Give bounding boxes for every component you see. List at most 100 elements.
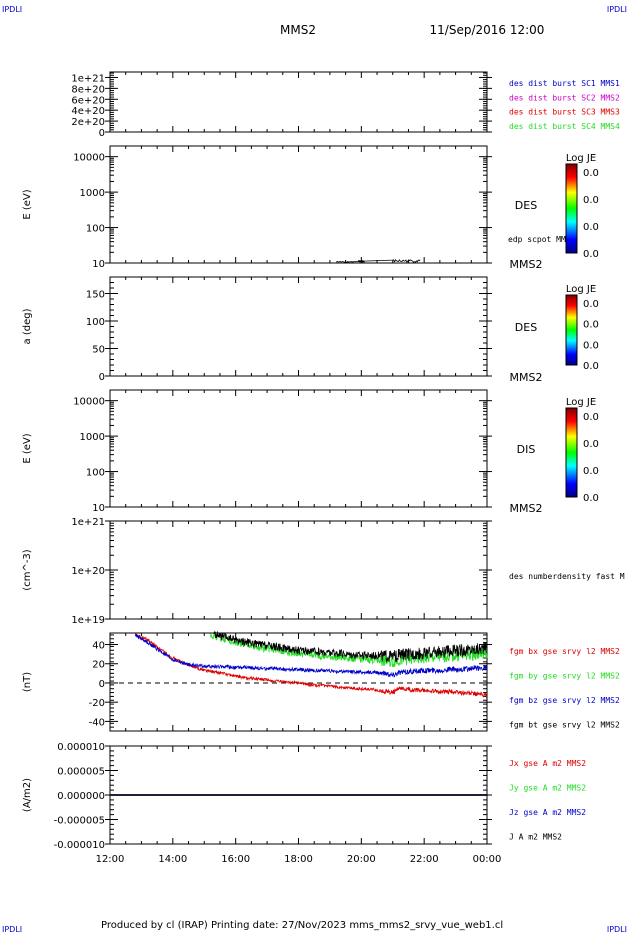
panel-density: 1e+19 1e+20 1e+21 (cm^-3) des numberdensity …	[22, 517, 625, 626]
y-tick-label: 6e+20	[71, 95, 105, 106]
figure-footer: Produced by cl (IRAP) Printing date: 27/…	[101, 920, 503, 931]
legend-entry: fgm by gse srvy l2 MMS2	[509, 672, 620, 681]
y-tick-label: 50	[92, 345, 105, 356]
y-tick-label: 1000	[80, 188, 105, 199]
legend-entry: des dist burst SC2 MMS2	[509, 93, 620, 102]
x-tick-label: 12:00	[96, 854, 125, 865]
panel-magnetic-field: -40 -20 0 20 40 (nT) fgm bx gse srvy l2 MMS2 fg…	[22, 631, 620, 732]
y-tick-label: 0.000005	[57, 767, 105, 778]
colorbar	[565, 294, 578, 366]
colorbar-label: 0.0	[583, 222, 599, 233]
colorbar-label: 0.0	[583, 439, 599, 450]
colorbar-label: 0.0	[583, 466, 599, 477]
instrument-label: DIS	[517, 443, 536, 456]
x-tick-label: 18:00	[284, 854, 313, 865]
legend-entry: Jy gse A m2 MMS2	[509, 784, 586, 793]
legend-entry: Jx gse A m2 MMS2	[509, 759, 586, 768]
y-tick-label: 1e+19	[71, 615, 105, 626]
y-tick-label: 0.000000	[57, 791, 105, 802]
colorbar-label: 0.0	[583, 249, 599, 260]
colorbar-label: 0.0	[583, 320, 599, 331]
panel-frame	[109, 71, 488, 133]
y-tick-label: 2e+20	[71, 117, 105, 128]
y-tick-label: -20	[89, 698, 105, 709]
panel-frame	[109, 276, 488, 377]
panel-current-density: -0.000010 -0.000005 0.000000 0.000005 0.0000…	[22, 742, 586, 865]
y-tick-label: -0.000005	[54, 816, 105, 827]
y-tick-label: 1e+21	[71, 517, 105, 528]
colorbar-label: 0.0	[583, 340, 599, 351]
panel-des-energy: 10 100 1000 10000 E (eV) DES MMS2 edp scpot MMS…	[22, 145, 599, 271]
spacecraft-label: MMS2	[510, 502, 543, 515]
colorbar-label: 0.0	[583, 195, 599, 206]
colorbar-label: 0.0	[583, 361, 599, 372]
y-tick-label: 10000	[73, 153, 105, 164]
colorbar	[565, 163, 578, 254]
legend-entry: Jz gse A m2 MMS2	[509, 808, 586, 817]
y-axis-label: (cm^-3)	[22, 549, 33, 590]
legend-entry: des dist burst SC1 MMS1	[509, 79, 620, 88]
colorbar-label: 0.0	[583, 299, 599, 310]
scpot-trace	[336, 259, 421, 263]
colorbar-label: 0.0	[583, 412, 599, 423]
instrument-label: DES	[515, 321, 537, 334]
figure-date: 11/Sep/2016 12:00	[430, 23, 545, 37]
legend-entry: des dist burst SC3 MMS3	[509, 108, 620, 117]
colorbar-title: Log JE	[566, 397, 596, 408]
legend-entry: J A m2 MMS2	[509, 833, 562, 842]
y-tick-label: 20	[92, 660, 105, 671]
panel-frame	[109, 145, 488, 264]
y-tick-label: 10000	[73, 397, 105, 408]
legend-entry: des dist burst SC4 MMS4	[509, 122, 620, 131]
y-tick-label: 100	[86, 468, 105, 479]
series-line	[134, 633, 488, 699]
y-tick-label: 10	[92, 259, 105, 270]
y-axis-label: E (eV)	[22, 189, 33, 219]
x-tick-label: 20:00	[347, 854, 376, 865]
colorbar-label: 0.0	[583, 493, 599, 504]
y-axis-label: (A/m2)	[22, 778, 33, 812]
corner-label-bottom-left: IPDLI	[2, 925, 22, 934]
y-tick-label: -40	[89, 717, 105, 728]
panel-frame	[109, 520, 488, 620]
figure-title: MMS2	[280, 23, 316, 37]
y-tick-label: 1000	[80, 432, 105, 443]
corner-label-top-left: IPDLI	[2, 5, 22, 14]
y-axis-label: (nT)	[22, 672, 33, 692]
spacecraft-label: MMS2	[510, 371, 543, 384]
legend-entry: fgm bz gse srvy l2 MMS2	[509, 696, 620, 705]
y-axis-label: E (eV)	[22, 433, 33, 463]
y-tick-label: 4e+20	[71, 106, 105, 117]
y-tick-label: 150	[86, 290, 105, 301]
instrument-label: DES	[515, 199, 537, 212]
y-axis-label: a (deg)	[22, 308, 33, 344]
legend-entry: des numberdensity fast M	[509, 572, 625, 581]
y-tick-label: 100	[86, 224, 105, 235]
y-tick-label: 1e+21	[71, 73, 105, 84]
series-line	[134, 634, 488, 678]
y-tick-label: 8e+20	[71, 84, 105, 95]
x-tick-label: 22:00	[410, 854, 439, 865]
y-tick-label: 100	[86, 317, 105, 328]
corner-label-bottom-right: IPDLI	[607, 925, 627, 934]
series-line	[213, 631, 487, 663]
y-tick-label: -0.000010	[54, 840, 105, 851]
x-tick-label: 14:00	[158, 854, 187, 865]
legend-entry: fgm bt gse srvy l2 MMS2	[509, 721, 620, 730]
y-tick-label: 40	[92, 641, 105, 652]
y-tick-label: 0	[99, 128, 105, 139]
corner-label-top-right: IPDLI	[607, 5, 627, 14]
x-tick-label: 00:00	[473, 854, 502, 865]
colorbar-title: Log JE	[566, 284, 596, 295]
colorbar-title: Log JE	[566, 153, 596, 164]
x-tick-label: 16:00	[221, 854, 250, 865]
y-tick-label: 0	[99, 372, 105, 383]
y-tick-label: 1e+20	[71, 566, 105, 577]
spacecraft-label: MMS2	[510, 258, 543, 271]
panel-dis-energy: 10 100 1000 10000 E (eV) DIS MMS2 Log JE 0.0 0.0 0…	[22, 389, 599, 515]
legend-entry: fgm bx gse srvy l2 MMS2	[509, 647, 620, 656]
colorbar-label: 0.0	[583, 168, 599, 179]
